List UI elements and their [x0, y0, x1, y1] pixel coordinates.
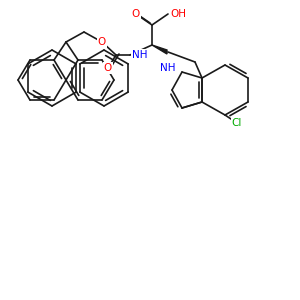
- Text: OH: OH: [170, 9, 186, 19]
- Text: O: O: [132, 9, 140, 19]
- Text: O: O: [104, 63, 112, 73]
- Text: NH: NH: [132, 50, 148, 60]
- Polygon shape: [152, 45, 167, 54]
- Text: O: O: [98, 37, 106, 47]
- Text: Cl: Cl: [232, 118, 242, 128]
- Text: NH: NH: [160, 63, 176, 73]
